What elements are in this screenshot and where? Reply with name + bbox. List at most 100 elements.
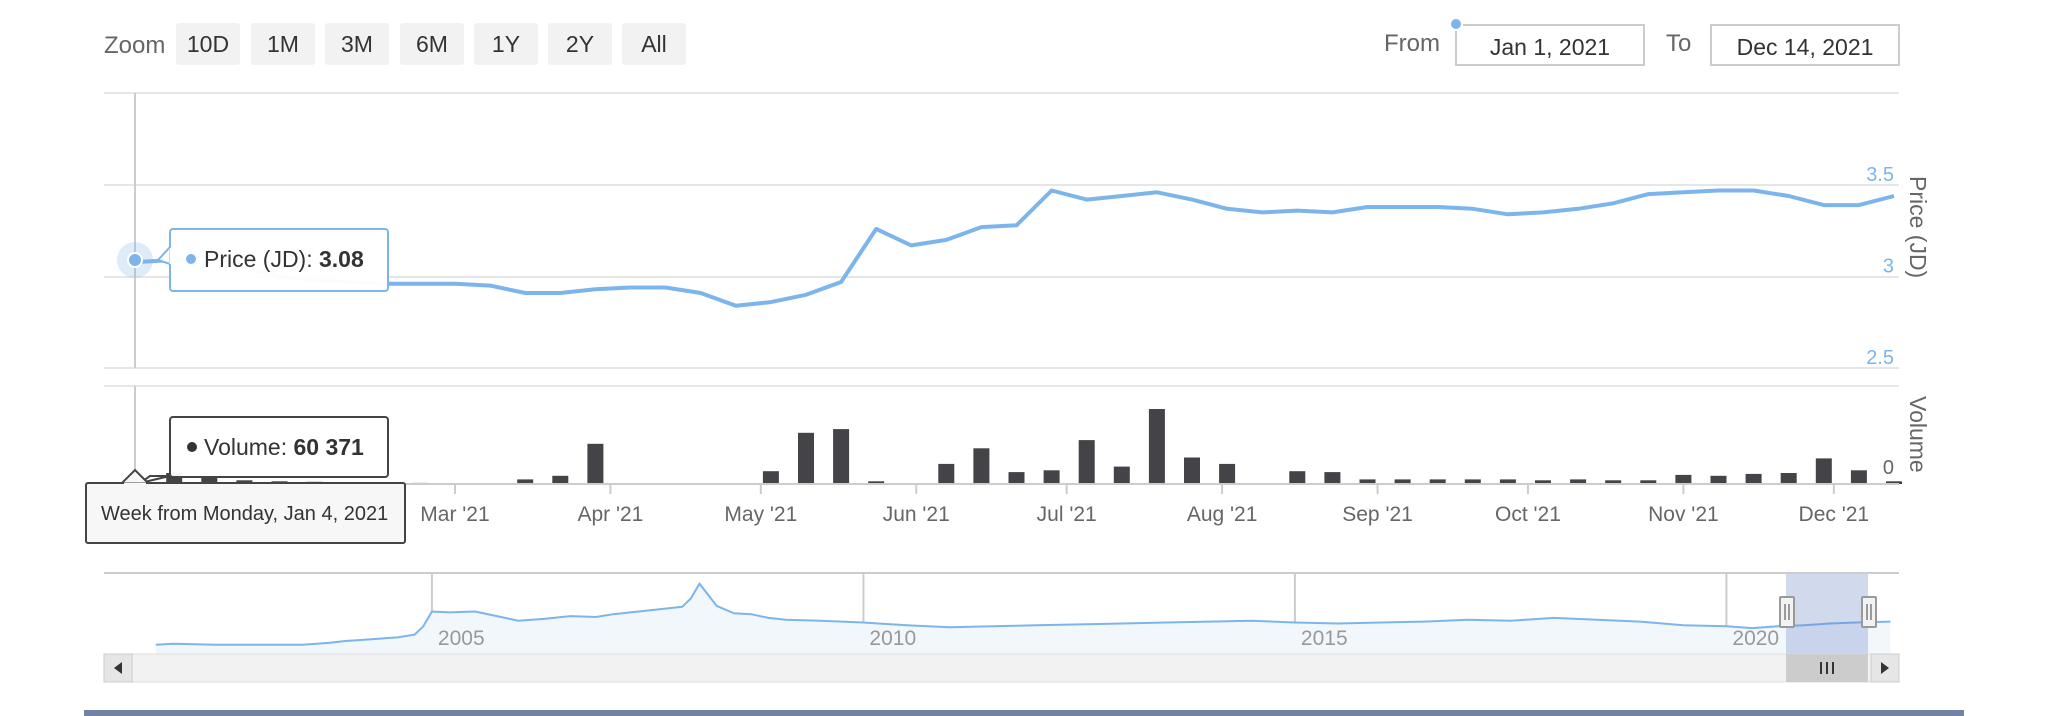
scroll-right-arrow-icon	[1881, 662, 1889, 674]
volume-tooltip: Volume: 60 371	[139, 416, 389, 484]
volume-bar-20[interactable]	[868, 481, 885, 484]
to-date-input[interactable]: Dec 14, 2021	[1710, 24, 1900, 66]
navigator-year-0: 2005	[438, 627, 485, 650]
x-tick-label-2: May '21	[724, 503, 797, 526]
from-date-input[interactable]: Jan 1, 2021	[1455, 24, 1645, 66]
price-axis-title: Price (JD)	[1905, 176, 1931, 278]
volume-axis-title: Volume	[1905, 396, 1931, 473]
volume-bar-43[interactable]	[1675, 474, 1692, 484]
zoom-label: Zoom	[104, 32, 166, 59]
price-tooltip: Price (JD): 3.08	[156, 228, 389, 292]
volume-bar-41[interactable]	[1605, 480, 1622, 484]
price-gridlines	[104, 92, 1899, 387]
navigator-selected-range[interactable]	[1786, 574, 1868, 654]
volume-bars	[166, 409, 1902, 485]
volume-bar-26[interactable]	[1078, 440, 1095, 484]
price-axis-ticks: 2.5 3 3.5	[1866, 164, 1894, 369]
scrollbar[interactable]	[103, 653, 1900, 683]
volume-bar-17[interactable]	[762, 471, 779, 484]
svg-text:Price (JD): 3.08: Price (JD): 3.08	[204, 246, 364, 272]
navigator-right-handle[interactable]	[1861, 596, 1877, 628]
svg-text:Volume: 60 371: Volume: 60 371	[204, 434, 364, 460]
volume-bar-0[interactable]	[166, 473, 183, 484]
x-tick-label-9: Dec '21	[1799, 503, 1870, 526]
scroll-left-arrow-icon	[114, 662, 122, 674]
navigator-line	[155, 581, 1891, 646]
from-label: From	[1384, 30, 1440, 57]
volume-bar-39[interactable]	[1535, 480, 1551, 484]
volume-bar-47[interactable]	[1815, 458, 1832, 484]
x-tick-label-7: Oct '21	[1495, 503, 1561, 526]
navigator-left-handle[interactable]	[1779, 596, 1795, 628]
zoom-2y-button[interactable]: 2Y	[548, 23, 612, 65]
navigator-year-3: 2020	[1732, 627, 1779, 650]
tooltip-price-label: Price (JD):	[204, 246, 319, 272]
volume-bar-18[interactable]	[798, 432, 814, 484]
x-tick-label-6: Sep '21	[1342, 503, 1413, 526]
volume-bar-12[interactable]	[587, 443, 604, 484]
tooltip-series-marker	[186, 254, 196, 264]
x-axis-month-labels: Mar '21 Apr '21 May '21 Jun '21 Jul '21 Aug '…	[420, 484, 1869, 526]
volume-bar-30[interactable]	[1219, 463, 1236, 484]
volume-bar-49[interactable]	[1886, 481, 1902, 484]
volume-axis-tick: 0	[1883, 457, 1894, 479]
volume-bar-23[interactable]	[973, 448, 990, 484]
navigator-area	[155, 583, 1891, 654]
navigator-year-labels: 2005 2010 2015 2020	[438, 627, 1779, 650]
navigator[interactable]: 2005 2010 2015 2020	[104, 572, 1899, 654]
volume-bar-28[interactable]	[1148, 409, 1165, 484]
volume-bar-48[interactable]	[1850, 470, 1867, 484]
tooltip-volume-label: Volume:	[204, 434, 294, 460]
x-tick-label-4: Jul '21	[1037, 503, 1097, 526]
zoom-6m-button[interactable]: 6M	[400, 23, 464, 65]
navigator-year-1: 2010	[869, 627, 916, 650]
page-bottom-bar	[84, 710, 1964, 716]
x-tick-label-3: Jun '21	[883, 503, 950, 526]
date-tooltip: Week from Monday, Jan 4, 2021	[85, 468, 406, 544]
volume-bar-40[interactable]	[1570, 479, 1587, 484]
volume-bar-32[interactable]	[1289, 471, 1306, 484]
tooltip-price-value: 3.08	[319, 246, 364, 272]
navigator-year-2: 2015	[1301, 627, 1348, 650]
date-input-indicator	[1449, 17, 1463, 31]
price-tick-2: 3.5	[1866, 164, 1894, 186]
price-series-line[interactable]	[138, 188, 1895, 308]
x-tick-label-8: Nov '21	[1648, 503, 1719, 526]
volume-bar-42[interactable]	[1640, 480, 1657, 484]
volume-bar-25[interactable]	[1043, 470, 1060, 484]
volume-bar-33[interactable]	[1324, 472, 1341, 484]
zoom-all-button[interactable]: All	[622, 23, 686, 65]
volume-bar-36[interactable]	[1429, 479, 1446, 484]
zoom-1y-button[interactable]: 1Y	[474, 23, 538, 65]
price-tick-1: 3	[1883, 256, 1894, 278]
volume-bar-1[interactable]	[201, 475, 218, 484]
volume-bar-37[interactable]	[1464, 479, 1481, 484]
volume-bar-10[interactable]	[517, 479, 534, 484]
volume-bar-24[interactable]	[1008, 472, 1025, 484]
tooltip-volume-value: 60 371	[294, 434, 365, 460]
volume-bar-19[interactable]	[833, 429, 850, 484]
volume-bar-22[interactable]	[938, 463, 955, 484]
tooltip-volume-marker	[187, 442, 197, 452]
price-hover-point	[127, 252, 143, 268]
volume-bar-38[interactable]	[1499, 479, 1516, 484]
x-tick-label-0: Mar '21	[420, 503, 489, 526]
to-label: To	[1666, 30, 1692, 57]
volume-bar-44[interactable]	[1710, 475, 1727, 484]
x-tick-label-5: Aug '21	[1187, 503, 1258, 526]
zoom-10d-button[interactable]: 10D	[176, 23, 240, 65]
price-tick-0: 2.5	[1866, 347, 1894, 369]
volume-bar-34[interactable]	[1359, 479, 1376, 484]
volume-bar-46[interactable]	[1780, 473, 1797, 484]
volume-bar-11[interactable]	[552, 475, 569, 484]
tooltip-date-text: Week from Monday, Jan 4, 2021	[101, 503, 388, 525]
zoom-1m-button[interactable]: 1M	[251, 23, 315, 65]
volume-bar-45[interactable]	[1745, 473, 1762, 484]
x-tick-label-1: Apr '21	[577, 503, 643, 526]
volume-bar-27[interactable]	[1113, 466, 1130, 484]
volume-bar-35[interactable]	[1394, 479, 1411, 484]
scrollbar-track[interactable]	[103, 653, 1900, 683]
zoom-3m-button[interactable]: 3M	[325, 23, 389, 65]
volume-bar-29[interactable]	[1184, 457, 1200, 485]
